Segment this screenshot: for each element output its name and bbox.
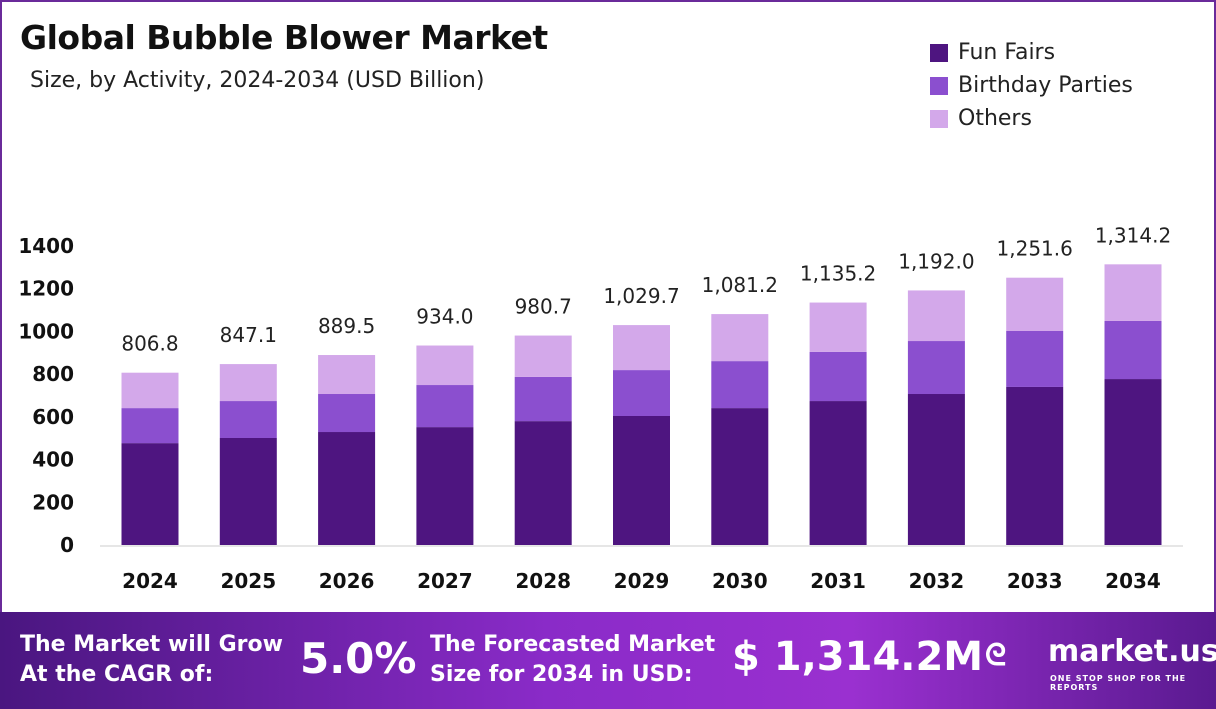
bar-segment-birthday-parties bbox=[121, 408, 179, 444]
legend-swatch bbox=[930, 76, 948, 95]
chart-title: Global Bubble Blower Market bbox=[20, 18, 548, 57]
y-tick-label: 600 bbox=[32, 405, 74, 429]
x-tick-label: 2029 bbox=[614, 569, 670, 593]
data-label-total: 1,135.2 bbox=[800, 262, 876, 286]
x-tick-label: 2032 bbox=[909, 569, 965, 593]
x-tick-label: 2027 bbox=[417, 569, 473, 593]
legend-item-fun-fairs: Fun Fairs bbox=[930, 36, 1133, 69]
bar-segment-birthday-parties bbox=[318, 394, 376, 433]
bar-segment-fun-fairs bbox=[416, 427, 474, 545]
forecast-value: $ 1,314.2M bbox=[732, 634, 984, 680]
x-tick-label: 2024 bbox=[122, 569, 178, 593]
bar-segment-fun-fairs bbox=[219, 438, 277, 545]
x-tick-label: 2030 bbox=[712, 569, 768, 593]
chart-frame bbox=[0, 0, 1216, 612]
bar-segment-birthday-parties bbox=[809, 351, 867, 402]
bar-segment-others bbox=[1104, 264, 1162, 321]
legend-label: Birthday Parties bbox=[958, 73, 1133, 98]
brand-logo-icon: ᘓ bbox=[985, 638, 1007, 673]
y-tick-label: 200 bbox=[32, 490, 74, 514]
x-tick-label: 2031 bbox=[810, 569, 866, 593]
bar-segment-others bbox=[514, 335, 572, 377]
x-tick-label: 2025 bbox=[220, 569, 276, 593]
legend-swatch bbox=[930, 43, 948, 62]
bar-segment-birthday-parties bbox=[514, 376, 572, 422]
cagr-label: The Market will Grow At the CAGR of: bbox=[20, 632, 283, 687]
forecast-label: The Forecasted Market Size for 2034 in US… bbox=[430, 632, 716, 687]
bar-segment-birthday-parties bbox=[1006, 331, 1064, 387]
data-label-total: 1,251.6 bbox=[997, 237, 1073, 261]
bar-segment-fun-fairs bbox=[907, 394, 965, 545]
y-tick-label: 800 bbox=[32, 362, 74, 386]
bar-segment-others bbox=[121, 372, 179, 409]
legend: Fun Fairs Birthday Parties Others bbox=[930, 36, 1133, 135]
bar-segment-others bbox=[416, 345, 474, 386]
brand-tagline: ONE STOP SHOP FOR THE REPORTS bbox=[1050, 674, 1187, 692]
legend-item-others: Others bbox=[930, 102, 1133, 135]
x-tick-label: 2033 bbox=[1007, 569, 1063, 593]
y-tick-label: 1200 bbox=[18, 277, 74, 301]
data-label-total: 847.1 bbox=[220, 323, 277, 347]
x-tick-label: 2028 bbox=[515, 569, 571, 593]
legend-label: Others bbox=[958, 106, 1032, 131]
bar-segment-others bbox=[809, 302, 867, 352]
data-label-total: 1,314.2 bbox=[1095, 223, 1171, 247]
data-label-total: 934.0 bbox=[416, 305, 473, 329]
bar-segment-fun-fairs bbox=[711, 408, 769, 545]
bar-segment-others bbox=[219, 364, 277, 402]
bar-segment-birthday-parties bbox=[1104, 320, 1162, 380]
data-label-total: 806.8 bbox=[121, 332, 178, 356]
bar-segment-fun-fairs bbox=[514, 421, 572, 545]
data-label-total: 1,029.7 bbox=[603, 284, 679, 308]
legend-swatch bbox=[930, 109, 948, 128]
footer-banner: The Market will Grow At the CAGR of: 5.0%… bbox=[0, 612, 1216, 709]
cagr-value: 5.0% bbox=[300, 634, 417, 683]
bar-segment-others bbox=[907, 290, 965, 342]
x-tick-label: 2026 bbox=[319, 569, 375, 593]
bar-segment-fun-fairs bbox=[1006, 386, 1064, 545]
bar-segment-others bbox=[711, 314, 769, 362]
bar-segment-others bbox=[1006, 277, 1064, 332]
bar-segment-fun-fairs bbox=[613, 416, 670, 545]
x-tick-label: 2034 bbox=[1105, 569, 1161, 593]
bar-segment-others bbox=[613, 325, 670, 371]
legend-label: Fun Fairs bbox=[958, 40, 1056, 65]
y-tick-label: 1400 bbox=[18, 234, 74, 258]
bar-segment-birthday-parties bbox=[613, 370, 670, 417]
y-tick-label: 0 bbox=[60, 533, 74, 557]
bar-segment-birthday-parties bbox=[711, 361, 769, 409]
y-tick-label: 1000 bbox=[18, 319, 74, 343]
y-tick-label: 400 bbox=[32, 448, 74, 472]
bar-segment-birthday-parties bbox=[907, 341, 965, 395]
data-label-total: 980.7 bbox=[515, 295, 572, 319]
bar-chart: 0 200 400 600 800 1000 1200 1400 806.8 2024 847.1 2… bbox=[18, 223, 1183, 593]
brand-name: market.us bbox=[1048, 634, 1216, 669]
bar-segment-others bbox=[318, 355, 376, 395]
bar-segment-fun-fairs bbox=[121, 443, 179, 545]
data-label-total: 1,081.2 bbox=[702, 273, 778, 297]
bar-segment-fun-fairs bbox=[1104, 379, 1162, 545]
bar-segment-birthday-parties bbox=[219, 401, 277, 439]
legend-item-birthday-parties: Birthday Parties bbox=[930, 69, 1133, 102]
data-label-total: 1,192.0 bbox=[898, 249, 974, 273]
data-label-total: 889.5 bbox=[318, 314, 375, 338]
bar-segment-birthday-parties bbox=[416, 385, 474, 428]
chart-subtitle: Size, by Activity, 2024-2034 (USD Billio… bbox=[30, 68, 485, 93]
bar-segment-fun-fairs bbox=[318, 432, 376, 545]
bar-segment-fun-fairs bbox=[809, 401, 867, 545]
